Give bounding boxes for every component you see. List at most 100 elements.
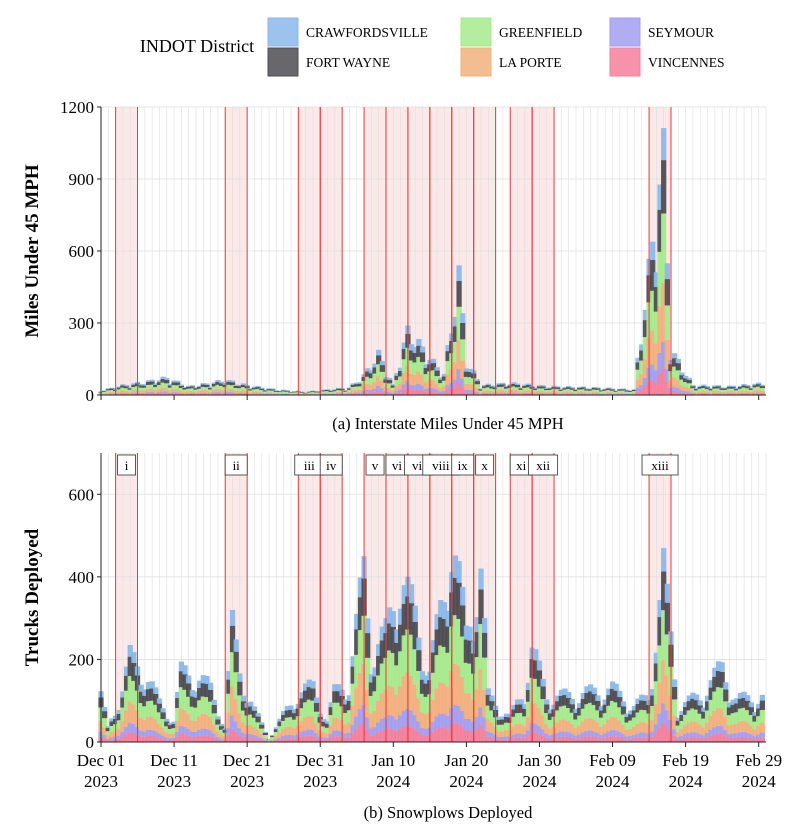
stack-segment <box>639 722 645 733</box>
stack-segment <box>701 390 707 393</box>
stack-segment <box>204 393 210 395</box>
stack-segment <box>617 707 623 721</box>
stack-segment <box>675 739 681 742</box>
stack-segment <box>672 679 678 687</box>
stack-segment <box>343 390 349 391</box>
stack-segment <box>460 636 466 677</box>
stack-segment <box>566 391 572 394</box>
stack-segment <box>211 733 217 738</box>
stack-segment <box>189 385 195 387</box>
stack-segment <box>116 720 122 729</box>
stack-segment <box>178 671 185 688</box>
stack-segment <box>460 710 466 727</box>
stack-segment <box>167 384 174 386</box>
stack-segment <box>445 652 451 687</box>
stack-segment <box>153 731 159 737</box>
stack-segment <box>752 387 758 391</box>
stack-segment <box>478 707 484 725</box>
stack-segment <box>690 732 696 738</box>
stack-segment <box>613 683 619 691</box>
stack-segment <box>485 736 491 742</box>
stack-segment <box>376 644 382 656</box>
stack-segment <box>401 585 407 604</box>
stack-segment <box>591 731 597 737</box>
stack-segment <box>474 388 480 392</box>
stack-segment <box>741 707 747 721</box>
stack-segment <box>452 615 459 664</box>
stack-segment <box>620 389 627 391</box>
stack-segment <box>419 352 426 363</box>
stack-segment <box>434 716 440 730</box>
stack-segment <box>503 385 510 387</box>
stack-segment <box>207 701 214 718</box>
stack-segment <box>123 393 130 395</box>
stack-segment <box>127 676 133 702</box>
stack-segment <box>438 391 444 394</box>
stack-segment <box>284 726 290 735</box>
stack-segment <box>503 388 510 392</box>
stack-segment <box>215 739 221 742</box>
stack-segment <box>631 734 638 739</box>
stack-segment <box>675 391 681 395</box>
stack-segment <box>701 727 707 736</box>
stack-segment <box>131 392 137 394</box>
stack-segment <box>164 377 170 380</box>
stack-segment <box>292 391 298 393</box>
stack-segment <box>467 389 473 393</box>
stack-segment <box>598 734 605 739</box>
stack-segment <box>540 386 546 389</box>
stack-segment <box>478 568 484 590</box>
stack-segment <box>500 716 506 720</box>
stack-segment <box>390 390 396 393</box>
stack-segment <box>321 721 327 727</box>
stack-segment <box>558 706 565 721</box>
x-tick-label-year: 2023 <box>157 772 191 791</box>
stack-segment <box>606 695 612 706</box>
stack-segment <box>726 393 733 395</box>
stack-segment <box>672 377 678 387</box>
stack-segment <box>251 734 258 739</box>
stack-segment <box>737 698 744 709</box>
stack-segment <box>175 388 181 393</box>
stack-segment <box>584 390 590 393</box>
stack-segment <box>544 737 550 742</box>
stack-segment <box>357 709 364 726</box>
stack-segment <box>419 346 426 353</box>
x-tick-label-year: 2024 <box>449 772 484 791</box>
stack-segment <box>178 385 185 388</box>
stack-segment <box>397 624 404 652</box>
stack-segment <box>741 731 747 737</box>
stack-segment <box>346 387 353 389</box>
stack-segment <box>540 393 546 395</box>
stack-segment <box>438 379 444 384</box>
stack-segment <box>142 719 148 732</box>
stack-segment <box>277 390 283 392</box>
stack-segment <box>602 704 608 714</box>
stack-segment <box>324 737 331 740</box>
stack-segment <box>712 393 718 395</box>
stack-segment <box>547 728 554 736</box>
stack-segment <box>277 721 283 727</box>
stack-segment <box>617 392 623 394</box>
stack-segment <box>350 683 356 706</box>
stack-segment <box>255 387 261 389</box>
stack-segment <box>186 728 192 736</box>
stack-segment <box>273 740 280 742</box>
stack-segment <box>240 722 247 733</box>
stack-segment <box>441 390 448 393</box>
stack-segment <box>482 393 488 395</box>
stack-segment <box>752 390 758 393</box>
stack-segment <box>503 739 510 742</box>
stack-segment <box>569 723 575 734</box>
stack-segment <box>306 679 312 688</box>
stack-segment <box>452 663 459 705</box>
stack-segment <box>343 390 349 392</box>
stack-segment <box>397 370 404 377</box>
stack-segment <box>693 709 700 723</box>
stack-segment <box>657 645 663 683</box>
stack-segment <box>712 710 718 728</box>
stack-segment <box>277 392 283 394</box>
stack-segment <box>467 392 473 395</box>
stack-segment <box>277 732 283 738</box>
stack-segment <box>642 695 649 701</box>
